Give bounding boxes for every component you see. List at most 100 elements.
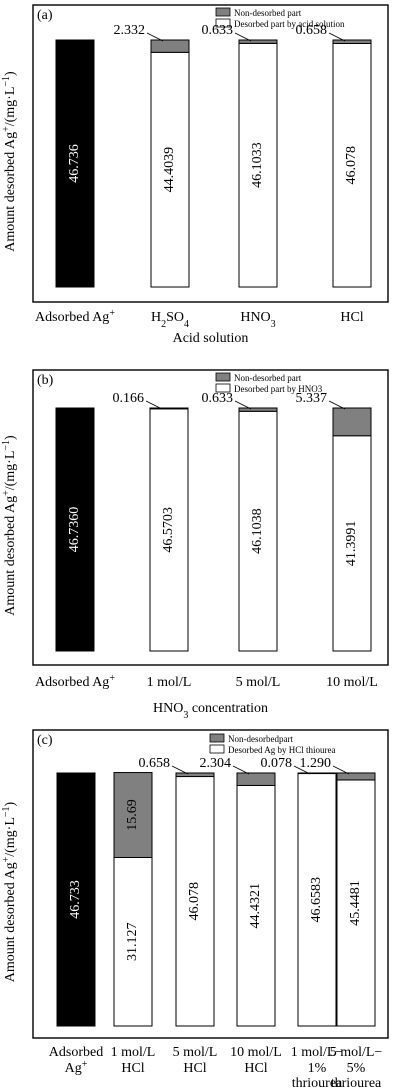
bar-label-adsorbed: 46.7360 <box>67 507 82 553</box>
leader-line <box>145 400 163 410</box>
x-tick-label: Adsorbed Ag+ <box>35 673 115 691</box>
bar-label-desorbed: 46.078 <box>187 882 202 921</box>
bar-label-nondesorbed: 0.658 <box>296 23 328 38</box>
panel-tag: (b) <box>37 373 54 388</box>
bar-group-2: 46.1038 0.633 <box>202 391 278 652</box>
bar-desorbed <box>332 42 372 288</box>
bar-label-nondesorbed: 0.658 <box>139 756 171 771</box>
leader-line <box>232 765 250 775</box>
bar-group-0: 46.736 <box>55 39 95 288</box>
bar-nondesorbed <box>113 772 153 858</box>
bar-nondesorbed <box>332 407 372 437</box>
x-tick-label: 1 mol/L− <box>291 1045 344 1060</box>
bar-label-nondesorbed: 5.337 <box>296 391 328 406</box>
bar-label-nondesorbed: 0.633 <box>202 23 234 38</box>
bar-group-3: 41.3991 5.337 <box>296 391 372 652</box>
bar-nondesorbed <box>236 772 276 786</box>
bar-nondesorbed <box>149 407 189 410</box>
bar-label-desorbed: 46.1038 <box>250 508 265 554</box>
plot-frame <box>32 4 389 303</box>
bar-nondesorbed <box>175 772 215 778</box>
bar-label-nondesorbed: 1.290 <box>300 756 332 771</box>
bar-nondesorbed <box>336 772 376 781</box>
leader-line <box>234 32 252 42</box>
x-tick-label: 1 mol/L <box>111 1045 156 1060</box>
bar-desorbed <box>238 410 278 652</box>
x-tick-label: HCl <box>340 310 363 325</box>
plot-frame <box>32 729 389 1039</box>
x-tick-label: 10 mol/L <box>230 1045 282 1060</box>
x-tick-label-line2: HCl <box>121 1061 144 1076</box>
x-axis-title: Acid solution <box>173 331 249 346</box>
bar-label-adsorbed: 46.733 <box>68 880 83 919</box>
leader-line <box>146 32 164 42</box>
x-tick-label-line3: thriourea <box>292 1076 343 1090</box>
legend-swatch-desorbed <box>215 18 231 28</box>
panel-tag: (a) <box>37 8 53 23</box>
bar-group-0: 46.733 <box>56 772 96 1027</box>
bar-group-3: 46.078 0.658 <box>296 23 372 288</box>
bar-label-desorbed: 44.4321 <box>248 883 263 929</box>
bar-label-nondesorbed: 0.633 <box>202 391 234 406</box>
x-tick-label: 10 mol/L <box>326 675 378 690</box>
x-tick-label-line2: HCl <box>183 1061 206 1076</box>
bar-desorbed <box>175 776 215 1027</box>
x-tick-label: Adsorbed Ag+ <box>35 308 115 326</box>
y-axis-label: Amount desorbed Ag+/(mg·L−1) <box>1 71 19 252</box>
bar-label-desorbed: 46.6583 <box>309 877 324 923</box>
bar-group-2: 46.078 0.658 <box>139 756 215 1027</box>
bar-label-desorbed: 31.127 <box>125 922 140 961</box>
bar-label-desorbed: 46.078 <box>344 146 359 185</box>
bar-adsorbed <box>55 407 95 652</box>
x-axis-title: HNO3 concentration <box>153 701 268 721</box>
bar-group-3: 44.4321 2.304 <box>200 756 276 1027</box>
leader-line <box>234 400 252 410</box>
bar-nondesorbed <box>332 39 372 44</box>
bar-label-desorbed: 41.3991 <box>344 521 359 567</box>
bar-desorbed <box>336 779 376 1027</box>
bar-nondesorbed <box>238 407 278 412</box>
bar-label-nondesorbed: 2.332 <box>114 23 146 38</box>
bar-label-nondesorbed: 0.166 <box>113 391 145 406</box>
bar-desorbed <box>149 408 189 652</box>
x-tick-label: HNO3 <box>240 310 275 330</box>
bar-label-adsorbed: 46.736 <box>67 144 82 183</box>
bar-group-1: 31.127 15.69 <box>113 772 153 1027</box>
bar-nondesorbed <box>297 772 337 775</box>
legend-swatch-nondesorbed <box>215 372 231 382</box>
bar-desorbed <box>297 772 337 1027</box>
x-tick-label: 5 mol/L <box>236 675 281 690</box>
x-tick-label-line2: Ag+ <box>65 1059 88 1077</box>
bar-adsorbed <box>56 772 96 1027</box>
bar-nondesorbed <box>238 39 278 44</box>
bar-label-desorbed: 44.4039 <box>162 147 177 193</box>
bar-group-0: 46.7360 <box>55 407 95 652</box>
leader-line <box>171 765 189 775</box>
bar-desorbed <box>113 856 153 1027</box>
legend-label-desorbed: Desorbed Ag by HCl thiourea <box>228 745 335 755</box>
x-tick-label: H2SO4 <box>151 310 189 330</box>
legend-label-nondesorbed: Non-desorbedpart <box>228 734 293 744</box>
legend-label-desorbed: Desorbed part by HNO3 <box>234 384 323 394</box>
bar-group-1: 44.4039 2.332 <box>114 23 190 288</box>
x-tick-label-line2: 5% <box>347 1061 366 1076</box>
bar-group-2: 46.1033 0.633 <box>202 23 278 288</box>
leader-line <box>293 765 311 775</box>
x-tick-label: 5 mol/L <box>173 1045 218 1060</box>
panel-tag: (c) <box>37 733 53 748</box>
x-tick-label-line3: thriourea <box>331 1076 382 1090</box>
bar-label-nondesorbed: 15.69 <box>125 799 140 831</box>
bar-label-nondesorbed: 2.304 <box>200 756 232 771</box>
bar-label-desorbed: 46.5703 <box>161 507 176 553</box>
bar-desorbed <box>238 42 278 288</box>
legend-swatch-nondesorbed <box>209 733 225 743</box>
x-tick-label: 1 mol/L <box>147 675 192 690</box>
legend-swatch-nondesorbed <box>215 7 231 17</box>
legend-label-desorbed: Desorbed part by acid solution <box>234 19 345 29</box>
x-tick-label: Adsorbed <box>49 1045 103 1060</box>
